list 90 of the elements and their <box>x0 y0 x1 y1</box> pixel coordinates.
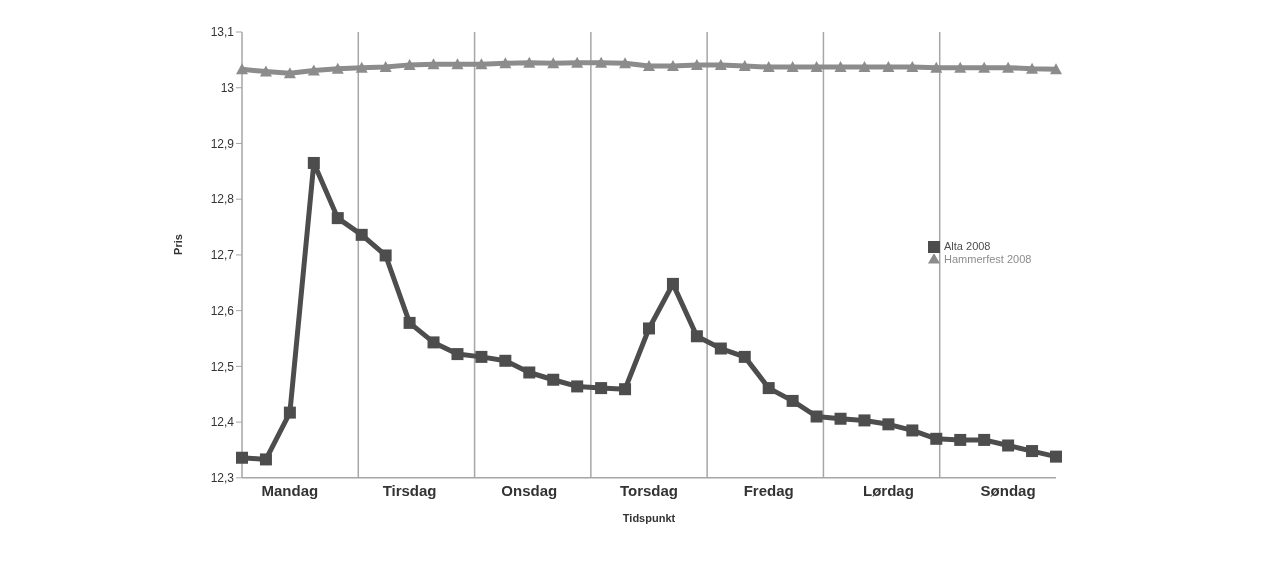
point <box>643 322 655 335</box>
point <box>1026 445 1039 458</box>
x-tick-label: Torsdag <box>619 482 679 500</box>
x-tick-label: Fredag <box>743 482 794 500</box>
x-tick-label: Lørdag <box>862 482 914 500</box>
point <box>930 432 943 445</box>
point <box>499 354 512 367</box>
point <box>714 58 727 70</box>
point <box>786 61 799 73</box>
point <box>499 57 512 69</box>
point <box>1026 62 1039 74</box>
legend-label: Alta 2008 <box>944 240 991 252</box>
point <box>331 212 344 225</box>
point <box>738 350 751 363</box>
point <box>595 382 608 395</box>
point <box>571 380 584 393</box>
point <box>978 61 991 73</box>
point <box>978 433 991 446</box>
point <box>403 316 416 329</box>
point <box>954 433 967 446</box>
point <box>954 61 967 73</box>
point <box>427 58 440 70</box>
point <box>236 451 248 464</box>
point <box>810 61 823 73</box>
legend-label: Hammerfest 2008 <box>944 253 1032 266</box>
point <box>714 342 727 355</box>
point <box>307 64 320 76</box>
point <box>379 61 392 73</box>
point <box>403 58 416 70</box>
point <box>930 61 943 73</box>
x-tick-label: Onsdag <box>501 482 558 500</box>
x-tick-label: Mandag <box>261 482 319 500</box>
point <box>1050 450 1062 463</box>
point <box>451 58 464 70</box>
point <box>666 59 679 71</box>
point <box>547 57 560 69</box>
point <box>834 61 847 73</box>
point <box>786 394 799 407</box>
point <box>1050 63 1062 75</box>
point <box>882 418 895 431</box>
point <box>307 156 320 169</box>
point <box>571 56 584 68</box>
y-tick-label: 13 <box>220 80 235 95</box>
x-axis-title: Tidspunkt <box>622 511 676 524</box>
point <box>379 249 392 262</box>
y-tick-label: 12,8 <box>210 192 235 207</box>
point <box>1002 61 1015 73</box>
y-tick-label: 12,6 <box>210 303 235 318</box>
point <box>762 61 775 73</box>
point <box>595 56 608 68</box>
y-tick-label: 12,9 <box>210 136 235 151</box>
point <box>259 453 272 466</box>
x-tick-label: Tirsdag <box>382 482 437 500</box>
point <box>858 61 871 73</box>
point <box>690 330 703 343</box>
point <box>547 373 560 386</box>
point <box>666 277 679 290</box>
point <box>690 58 703 70</box>
point <box>906 424 919 437</box>
point <box>834 412 847 425</box>
point <box>331 62 344 74</box>
point <box>259 65 272 77</box>
point <box>523 366 536 379</box>
point <box>810 410 823 423</box>
y-tick-label: 13,1 <box>210 25 235 40</box>
y-tick-label: 12,5 <box>210 359 235 374</box>
point <box>619 383 632 396</box>
point <box>451 348 464 361</box>
point <box>355 228 368 241</box>
point <box>906 61 919 73</box>
point <box>882 61 895 73</box>
y-tick-label: 12,7 <box>210 248 235 263</box>
point <box>427 336 440 349</box>
point <box>523 56 536 68</box>
point <box>738 59 751 71</box>
point <box>619 57 632 69</box>
x-tick-label: Søndag <box>980 482 1036 500</box>
point <box>762 382 775 395</box>
point <box>1002 439 1015 452</box>
point <box>643 59 655 71</box>
point <box>283 67 296 79</box>
y-tick-label: 12,4 <box>210 415 235 430</box>
point <box>858 414 871 427</box>
y-axis-title: Pris <box>171 234 184 255</box>
point <box>475 350 488 363</box>
point <box>475 58 488 70</box>
y-tick-label: 12,3 <box>210 471 235 486</box>
point <box>236 63 248 75</box>
point <box>355 61 368 73</box>
point <box>283 406 296 419</box>
